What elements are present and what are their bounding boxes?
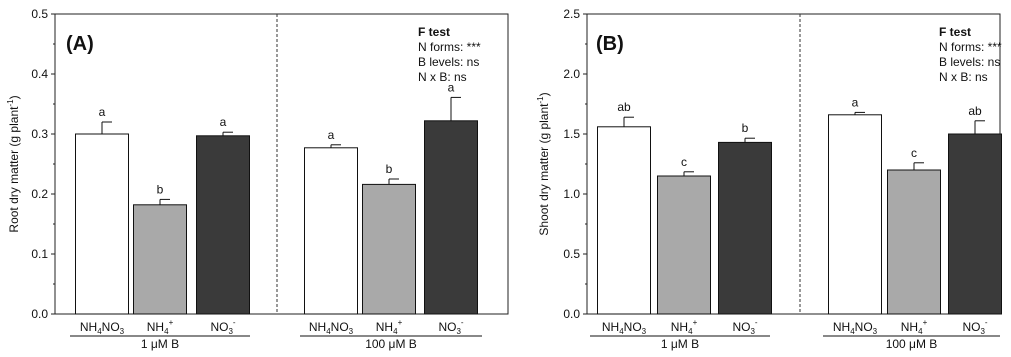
y-tick-label: 0.4 — [31, 67, 48, 81]
significance-letter: ab — [968, 104, 982, 118]
group-label: 1 μM B — [661, 337, 699, 351]
y-tick-label: 0.0 — [31, 307, 48, 321]
y-axis-label: Shoot dry matter (g plant-1) — [536, 92, 551, 235]
bar — [597, 126, 651, 315]
bar — [75, 133, 129, 315]
group-label: 100 μM B — [365, 337, 417, 351]
ftest-line: N forms: *** — [418, 40, 481, 54]
ftest-line: N x B: ns — [939, 70, 988, 84]
y-tick-label: 0.5 — [563, 247, 580, 261]
significance-letter: c — [681, 155, 687, 169]
x-tick-label: NH4+ — [376, 318, 403, 336]
x-tick-label: NO3- — [962, 318, 987, 336]
significance-letter: b — [742, 121, 749, 135]
x-tick-label: NH4NO3 — [309, 320, 354, 336]
panel-label: (B) — [596, 33, 624, 55]
bar — [196, 135, 250, 315]
y-tick-label: 1.0 — [563, 187, 580, 201]
ftest-title: F test — [939, 25, 971, 39]
x-tick-label: NO3- — [210, 318, 235, 336]
y-tick-label: 0.2 — [31, 187, 48, 201]
bar — [828, 114, 882, 315]
x-tick-label: NH4+ — [671, 318, 698, 336]
significance-letter: a — [99, 105, 106, 119]
significance-letter: b — [157, 182, 164, 196]
significance-letter: ab — [617, 100, 631, 114]
y-axis-label: Root dry matter (g plant-1) — [6, 95, 21, 232]
ftest-line: N forms: *** — [939, 40, 1002, 54]
ftest-title: F test — [418, 25, 450, 39]
significance-letter: c — [911, 146, 917, 160]
x-tick-label: NH4NO3 — [833, 320, 878, 336]
ftest-line: N x B: ns — [418, 70, 467, 84]
y-tick-label: 2.5 — [563, 7, 580, 21]
bar — [304, 147, 358, 315]
bar — [887, 169, 941, 315]
x-tick-label: NO3- — [732, 318, 757, 336]
bar — [133, 204, 187, 315]
x-tick-label: NH4NO3 — [602, 320, 647, 336]
chart-panel-b: 0.0 0.5 1.0 1.5 2.0 2.5 Shoot dry matter (g pl… — [536, 7, 1002, 351]
y-tick-label: 0.3 — [31, 127, 48, 141]
significance-letter: a — [220, 115, 227, 129]
bar — [424, 120, 478, 315]
x-tick-label: NH4+ — [901, 318, 928, 336]
significance-letter: a — [448, 80, 455, 94]
y-tick-label: 0.5 — [31, 7, 48, 21]
chart-panel-a: 0.0 0.1 0.2 0.3 0.4 0.5 Root dry matter (g pla… — [6, 7, 509, 351]
ftest-line: B levels: ns — [939, 55, 1000, 69]
panel-label: (A) — [66, 33, 94, 55]
significance-letter: a — [852, 95, 859, 109]
x-tick-label: NO3- — [438, 318, 463, 336]
group-label: 1 μM B — [141, 337, 179, 351]
x-tick-label: NH4+ — [147, 318, 174, 336]
y-tick-label: 2.0 — [563, 67, 580, 81]
x-tick-label: NH4NO3 — [80, 320, 125, 336]
bar — [362, 183, 416, 315]
y-tick-label: 0.0 — [563, 307, 580, 321]
bar — [948, 133, 1002, 315]
bar — [718, 141, 772, 315]
significance-letter: b — [386, 162, 393, 176]
group-label: 100 μM B — [886, 337, 938, 351]
y-tick-label: 0.1 — [31, 247, 48, 261]
ftest-line: B levels: ns — [418, 55, 479, 69]
y-tick-label: 1.5 — [563, 127, 580, 141]
significance-letter: a — [328, 128, 335, 142]
bar — [657, 175, 711, 315]
